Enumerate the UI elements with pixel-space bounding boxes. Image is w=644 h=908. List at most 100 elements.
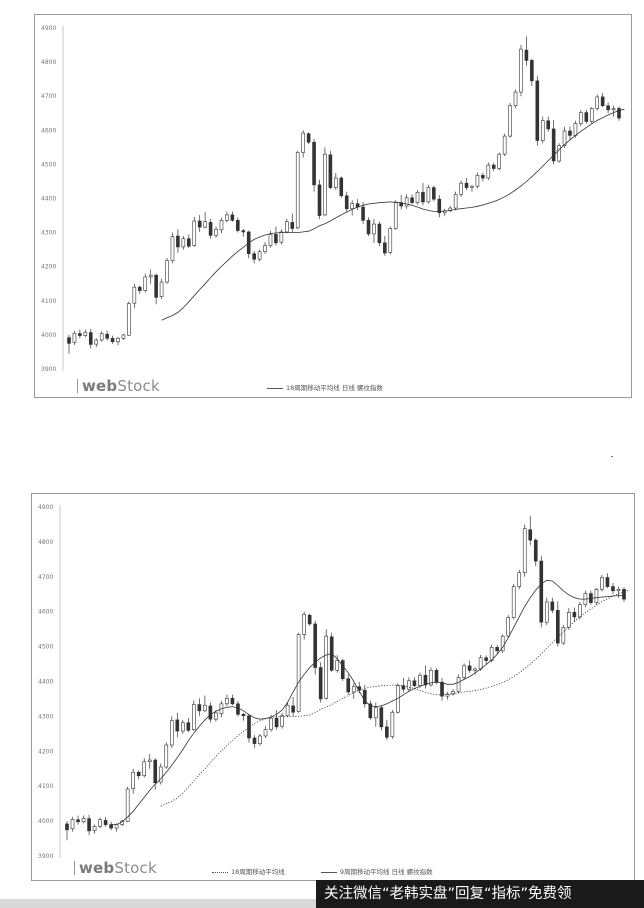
candle — [105, 330, 109, 341]
candle — [295, 150, 300, 230]
candle-body-down — [340, 660, 345, 680]
legend-item-ma9: 9周期移动平均线 日线 螺纹指数 — [320, 868, 433, 876]
candle-body-up — [517, 572, 522, 587]
candle-body-up — [600, 577, 604, 590]
candle-body-down — [421, 192, 425, 203]
y-tick-label: 4800 — [41, 59, 56, 66]
candle — [418, 672, 422, 688]
candle-body-up — [478, 657, 483, 670]
candle — [131, 768, 135, 794]
candle — [383, 236, 387, 256]
candle-body-up — [388, 228, 393, 253]
candle — [324, 629, 329, 700]
candle-body-up — [159, 281, 164, 298]
candle — [421, 182, 425, 206]
candle — [579, 109, 583, 127]
candle — [519, 45, 523, 97]
candle-body-up — [258, 735, 262, 744]
candle-body-down — [241, 230, 246, 233]
candle-body-up — [473, 668, 477, 671]
candle — [453, 191, 458, 211]
candle-body-down — [274, 717, 279, 728]
candle-body-down — [432, 187, 436, 200]
candle-body-down — [252, 253, 256, 260]
candle-body-up — [502, 135, 507, 155]
moving-average-line — [161, 108, 625, 321]
candle-body-up — [573, 123, 578, 136]
candle-body-down — [550, 601, 555, 611]
candle-body-up — [295, 152, 300, 229]
candle — [445, 691, 450, 700]
candle — [517, 569, 522, 590]
candle-body-up — [415, 192, 420, 203]
candle-body-up — [181, 238, 186, 248]
candlestick-chart-1: 3900 4000 4100 4200 4300 4400 4500 4600 4700 4800… — [41, 25, 625, 373]
candle — [78, 329, 82, 339]
candle — [567, 608, 571, 630]
candle-body-up — [257, 251, 262, 260]
candle-body-up — [94, 339, 99, 345]
candle-body-down — [533, 539, 538, 562]
candle — [535, 75, 540, 146]
candle — [257, 249, 262, 262]
logo-text-stock: Stock — [114, 859, 157, 877]
candle — [335, 655, 340, 673]
candle-body-up — [192, 704, 196, 730]
candle-body-up — [219, 220, 224, 231]
candle-body-up — [143, 276, 148, 291]
candle-body-down — [67, 337, 71, 344]
candle — [533, 538, 538, 567]
candle — [99, 331, 104, 342]
candle-body-up — [579, 112, 583, 124]
candle — [252, 735, 257, 748]
candle-body-up — [70, 819, 75, 830]
candle — [76, 815, 80, 825]
y-tick-label: 4800 — [38, 539, 53, 546]
candle-body-up — [500, 635, 505, 652]
candle-body-up — [562, 130, 567, 146]
candle — [329, 632, 334, 672]
candle-body-down — [137, 286, 142, 291]
candle — [187, 234, 191, 248]
candle — [528, 515, 533, 546]
candle-body-down — [368, 703, 373, 719]
candle-body-down — [611, 586, 615, 592]
candle-body-down — [622, 589, 626, 600]
y-tick-label: 4100 — [38, 783, 53, 790]
candle-body-up — [453, 194, 458, 209]
candle — [225, 694, 229, 706]
candle-body-up — [595, 96, 600, 109]
candle-body-down — [312, 141, 316, 186]
candle-body-down — [361, 206, 365, 221]
y-tick-label: 4900 — [41, 25, 56, 32]
candle-body-up — [285, 704, 290, 717]
candle — [147, 754, 152, 769]
candle-body-up — [335, 660, 340, 671]
candle-body-down — [65, 823, 69, 831]
candle — [407, 677, 411, 692]
y-tick-label: 4000 — [38, 818, 53, 825]
legend-swatch-solid — [267, 387, 283, 389]
candle-body-up — [127, 303, 131, 336]
candle-body-up — [81, 818, 86, 823]
candle-body-down — [328, 154, 333, 188]
candle-body-up — [203, 704, 207, 712]
candle-body-up — [561, 627, 566, 644]
y-tick-label: 4400 — [41, 196, 56, 203]
candle — [508, 103, 512, 138]
candle — [589, 107, 594, 124]
candle — [401, 678, 406, 693]
candle — [372, 218, 376, 243]
logo-text-web: web — [82, 377, 118, 395]
candle-body-up — [302, 614, 306, 635]
candle — [502, 133, 507, 156]
candle-body-down — [600, 96, 605, 107]
candle — [136, 770, 141, 780]
candle-body-down — [434, 670, 439, 683]
candle — [511, 583, 516, 620]
y-tick-label: 3900 — [41, 366, 56, 373]
candle-body-down — [87, 818, 91, 832]
candle-body-up — [522, 528, 527, 573]
candle — [208, 218, 213, 239]
candle — [429, 667, 433, 687]
